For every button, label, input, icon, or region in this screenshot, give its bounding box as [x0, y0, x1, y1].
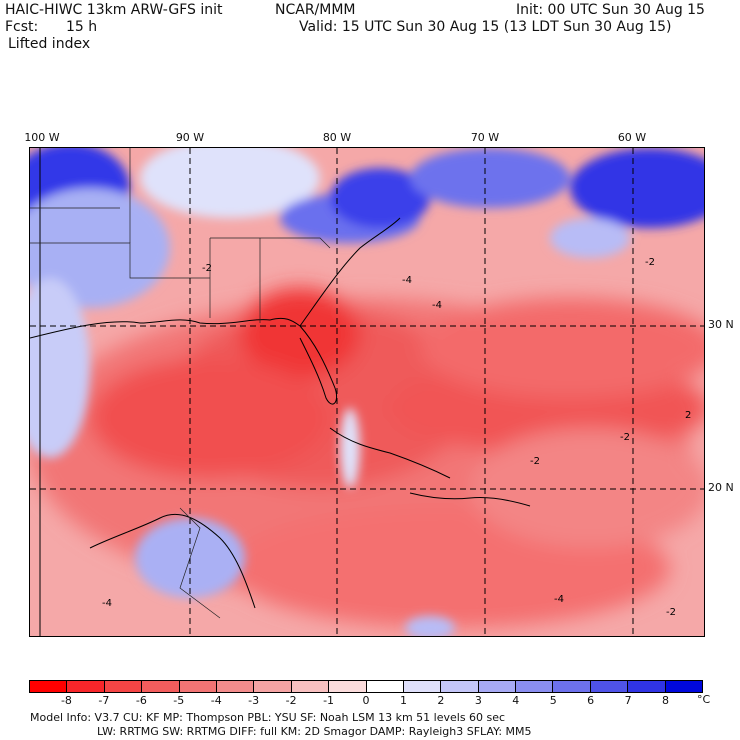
colorbar-tick-label: 4 — [512, 694, 520, 707]
colorbar-tick-label: -3 — [248, 694, 260, 707]
field-name: Lifted index — [8, 36, 91, 52]
contour-label: 2 — [685, 410, 691, 421]
colorbar-segment — [254, 681, 292, 692]
contour-label: -2 — [530, 456, 540, 467]
colorbar-segment — [553, 681, 591, 692]
lon-label-100w: 100 W — [24, 131, 60, 144]
colorbar-segment — [30, 681, 68, 692]
colorbar-tick-label: 6 — [587, 694, 595, 707]
contour-label: -2 — [645, 257, 655, 268]
colorbar-tick-label: -2 — [285, 694, 297, 707]
contour-label: -4 — [554, 594, 564, 605]
colorbar-segment — [142, 681, 180, 692]
map-canvas: -2 -4 -2 -4 -2 2 -4 -2 -2 -4 — [30, 148, 704, 636]
contour-label: -2 — [202, 263, 212, 274]
colorbar-segment — [590, 681, 629, 692]
colorbar-segment — [478, 681, 517, 692]
map-title: HAIC-HIWC 13km ARW-GFS init — [5, 2, 223, 18]
colorbar-segment — [104, 681, 143, 692]
colorbar-tick-label: -4 — [210, 694, 222, 707]
colorbar-tick-label: 1 — [399, 694, 407, 707]
colorbar-unit: °C — [697, 693, 711, 706]
colorbar-tick-label: 5 — [549, 694, 557, 707]
colorbar-tick-label: -7 — [98, 694, 110, 707]
colorbar-segment — [216, 681, 255, 692]
colorbar-tick-label: 2 — [437, 694, 445, 707]
model-info-line2: LW: RRTMG SW: RRTMG DIFF: full KM: 2D Sm… — [97, 725, 532, 738]
lon-label-70w: 70 W — [470, 131, 500, 144]
valid-time: Valid: 15 UTC Sun 30 Aug 15 (13 LDT Sun … — [299, 19, 672, 35]
colorbar-tick-label: 3 — [474, 694, 482, 707]
lon-label-80w: 80 W — [322, 131, 352, 144]
colorbar-tick-label: -5 — [173, 694, 185, 707]
contour-label: -4 — [432, 300, 442, 311]
colorbar-segment — [665, 681, 703, 692]
colorbar-segment — [179, 681, 217, 692]
lon-label-90w: 90 W — [175, 131, 205, 144]
contour-label: -4 — [102, 598, 112, 609]
colorbar-tick-label: -8 — [60, 694, 72, 707]
colorbar-segment — [329, 681, 367, 692]
colorbar-segment — [441, 681, 479, 692]
colorbar-segment — [291, 681, 330, 692]
colorbar — [29, 680, 703, 693]
init-time: Init: 00 UTC Sun 30 Aug 15 — [516, 2, 705, 18]
colorbar-tick-label: -1 — [323, 694, 335, 707]
lon-label-60w: 60 W — [617, 131, 647, 144]
model-info-line1: Model Info: V3.7 CU: KF MP: Thompson PBL… — [30, 711, 506, 724]
contour-label: -2 — [620, 432, 630, 443]
lat-label-20n: 20 N — [708, 481, 734, 494]
colorbar-segment — [67, 681, 105, 692]
contour-label: -4 — [402, 275, 412, 286]
organization-label: NCAR/MMM — [275, 2, 356, 18]
colorbar-segment — [366, 681, 404, 692]
colorbar-segment — [628, 681, 666, 692]
lat-label-30n: 30 N — [708, 318, 734, 331]
colorbar-tick-label: 7 — [624, 694, 632, 707]
contour-label: -2 — [666, 607, 676, 618]
forecast-hour: 15 h — [66, 19, 98, 35]
colorbar-segment — [403, 681, 442, 692]
colorbar-segment — [516, 681, 554, 692]
colorbar-tick-labels: -8 -7 -6 -5 -4 -3 -2 -1 0 1 2 3 4 5 6 7 8 — [29, 695, 703, 707]
colorbar-tick-label: 8 — [662, 694, 670, 707]
lifted-index-map: -2 -4 -2 -4 -2 2 -4 -2 -2 -4 — [29, 147, 705, 637]
colorbar-tick-label: 0 — [362, 694, 370, 707]
forecast-label: Fcst: — [5, 19, 39, 35]
colorbar-tick-label: -6 — [135, 694, 147, 707]
